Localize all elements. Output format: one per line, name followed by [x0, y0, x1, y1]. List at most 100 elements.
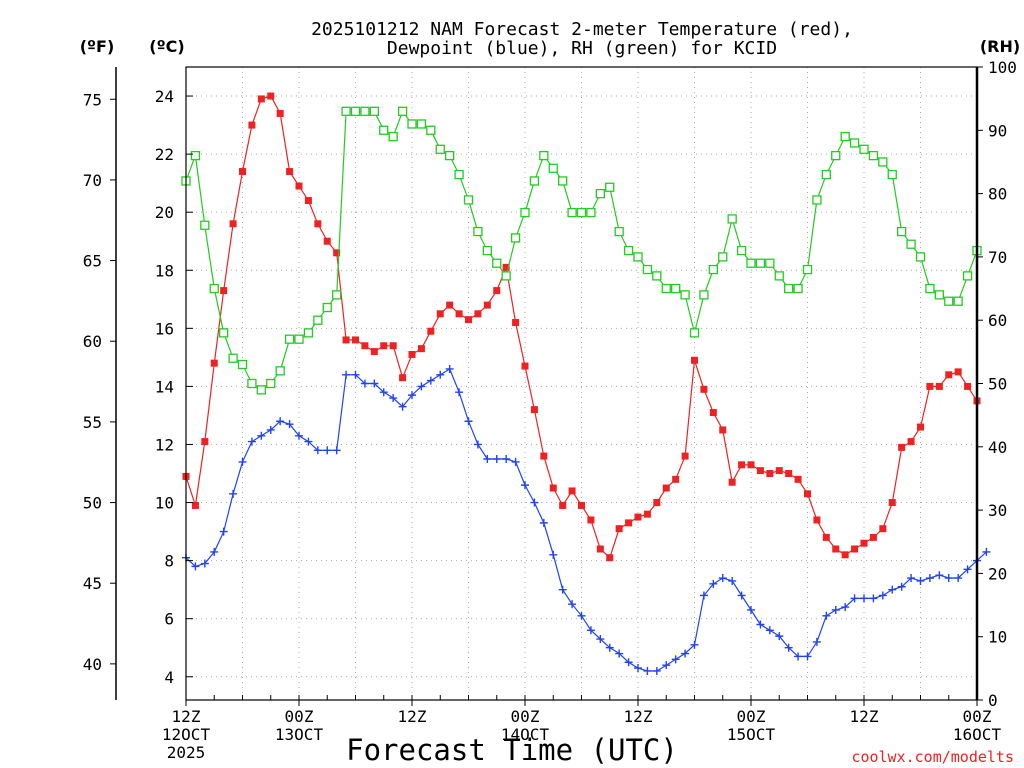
2-meter-temperature-point: [964, 382, 972, 390]
dewpoint-point: [539, 518, 548, 527]
relative-humidity-point: [944, 296, 954, 306]
2-meter-temperature-point: [596, 545, 604, 553]
dewpoint-point: [737, 591, 746, 600]
x-tick-label-time: 00Z: [285, 707, 314, 726]
2-meter-temperature-point: [625, 519, 633, 527]
2-meter-temperature-point: [860, 539, 868, 547]
2-meter-temperature-point: [700, 385, 708, 393]
relative-humidity-point: [652, 271, 662, 281]
dewpoint-point: [728, 576, 737, 585]
dewpoint-point: [285, 420, 294, 429]
relative-humidity-point: [313, 315, 323, 325]
2-meter-temperature-point: [304, 197, 312, 205]
dewpoint-point: [323, 446, 332, 455]
2-meter-temperature-point: [813, 516, 821, 524]
2-meter-temperature-point: [728, 478, 736, 486]
2-meter-temperature-point: [869, 533, 877, 541]
relative-humidity-point: [275, 366, 285, 376]
2-meter-temperature-point: [474, 310, 482, 318]
2-meter-temperature-point: [888, 499, 896, 507]
rh-tick-label: 60: [988, 311, 1007, 330]
relative-humidity-point: [774, 271, 784, 281]
relative-humidity-point: [341, 106, 351, 116]
2-meter-temperature-point: [521, 362, 529, 370]
2-meter-temperature-point: [446, 301, 454, 309]
relative-humidity-point: [322, 302, 332, 313]
dewpoint-point: [549, 550, 558, 559]
dewpoint-point: [473, 440, 482, 449]
2-meter-temperature-point: [314, 220, 322, 228]
2-meter-temperature-point: [286, 168, 294, 176]
2-meter-temperature-point: [832, 545, 840, 553]
2-meter-temperature-point: [493, 287, 501, 295]
relative-humidity-point: [284, 334, 295, 344]
dewpoint-point: [483, 454, 492, 463]
relative-humidity-point: [784, 283, 794, 294]
2-meter-temperature-point: [662, 484, 670, 492]
fahrenheit-tick-label: 60: [83, 332, 102, 351]
celsius-tick-label: 6: [164, 610, 174, 629]
fahrenheit-tick-label: 70: [83, 171, 102, 190]
fahrenheit-unit-label: (ºF): [80, 37, 115, 56]
2-meter-temperature-point: [926, 382, 934, 390]
2-meter-temperature-point: [907, 438, 915, 446]
dewpoint-point: [841, 603, 850, 612]
dewpoint-point: [982, 547, 991, 556]
fahrenheit-tick-label: 75: [83, 90, 102, 109]
2-meter-temperature-point: [483, 301, 491, 309]
2-meter-temperature-point: [794, 475, 802, 483]
dewpoint-point: [530, 498, 539, 507]
relative-humidity-point: [689, 328, 700, 338]
2-meter-temperature-point: [841, 551, 849, 559]
2-meter-temperature-point: [436, 310, 444, 318]
relative-humidity-point: [849, 138, 860, 148]
relative-humidity-point: [962, 271, 973, 281]
2-meter-temperature-point: [653, 499, 661, 507]
relative-humidity-point: [397, 106, 408, 116]
relative-humidity-point: [699, 290, 709, 300]
grid-lines: [186, 67, 977, 700]
relative-humidity-point: [219, 328, 229, 338]
2-meter-temperature-point: [917, 423, 924, 431]
relative-humidity-point: [407, 119, 417, 129]
chart-title-line2: Dewpoint (blue), RH (green) for KCID: [387, 38, 777, 59]
dewpoint-point: [605, 643, 614, 652]
dewpoint-point: [888, 585, 897, 594]
relative-humidity-point: [859, 144, 869, 154]
relative-humidity-point: [492, 258, 502, 268]
dewpoint-point: [596, 635, 605, 644]
2-meter-temperature-point: [380, 342, 388, 350]
2-meter-temperature-point: [370, 348, 378, 356]
dewpoint-point: [247, 437, 256, 446]
relative-humidity-point: [878, 157, 888, 167]
relative-humidity-point: [680, 290, 690, 300]
dewpoint-point: [511, 457, 520, 466]
relative-humidity-point: [802, 264, 813, 275]
dewpoint-point: [558, 585, 567, 594]
dewpoint-point: [624, 658, 633, 667]
fahrenheit-tick-label: 45: [83, 574, 102, 593]
relative-humidity-point: [831, 150, 841, 161]
2-meter-temperature-point: [267, 92, 275, 100]
dewpoint-point: [342, 370, 351, 379]
dewpoint-point: [747, 605, 755, 614]
relative-humidity-point: [209, 283, 219, 294]
dewpoint-point: [699, 591, 708, 600]
dewpoint-point: [907, 574, 916, 583]
2-meter-temperature-point: [220, 287, 228, 295]
rh-unit-label: (RH): [980, 37, 1020, 56]
dewpoint-point: [803, 652, 812, 661]
relative-humidity-point: [510, 233, 521, 243]
relative-humidity-point: [445, 150, 455, 161]
2-meter-temperature-point: [201, 438, 209, 446]
celsius-tick-label: 10: [155, 494, 174, 513]
2-meter-temperature-point: [342, 336, 350, 344]
2-meter-temperature-point: [191, 501, 199, 509]
dewpoint-point: [200, 559, 209, 568]
relative-humidity-point: [765, 258, 775, 268]
relative-humidity-point: [463, 195, 474, 205]
dewpoint-point: [445, 364, 454, 373]
2-meter-temperature-point: [568, 487, 576, 495]
relative-humidity-point: [473, 226, 483, 237]
relative-humidity-point: [623, 245, 634, 256]
